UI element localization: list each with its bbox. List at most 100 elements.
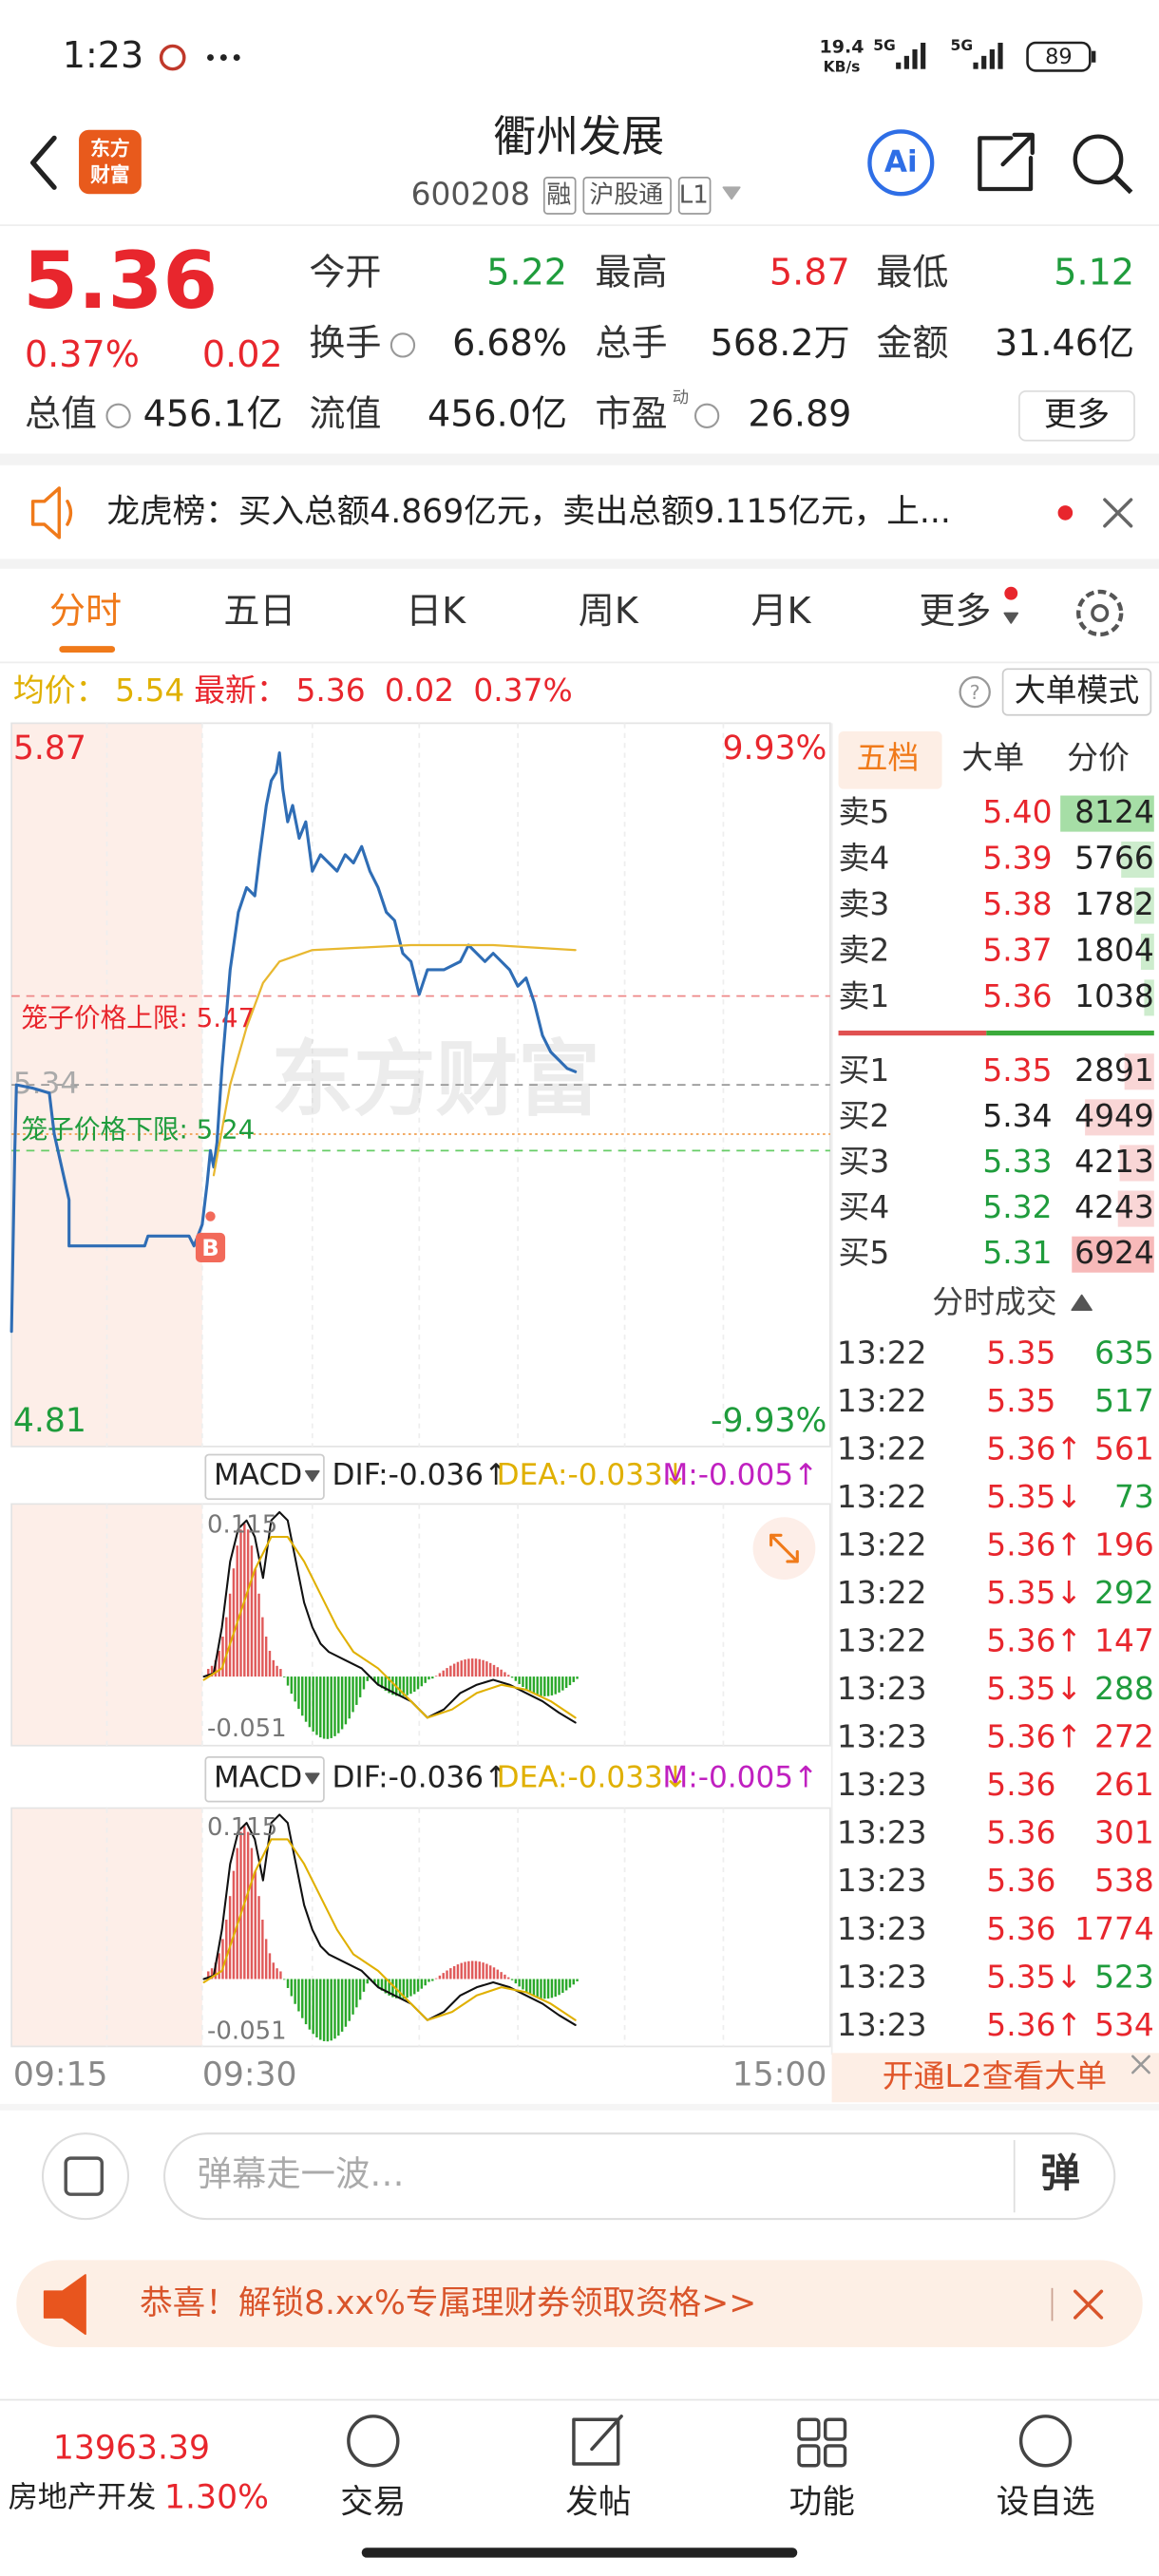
- macd-bar: [312, 1676, 314, 1732]
- ai-label[interactable]: Ai: [884, 144, 918, 179]
- comment-input-placeholder[interactable]: 弹幕走一波…: [198, 2153, 405, 2194]
- macd-bar: [340, 1979, 344, 2032]
- settings-button[interactable]: [1076, 589, 1124, 637]
- macd-bar: [532, 1676, 536, 1695]
- trade-volume: 272: [1094, 1718, 1154, 1755]
- macd-bar: [528, 1676, 532, 1693]
- macd-bar: [564, 1676, 568, 1689]
- macd-bar: [522, 1979, 524, 1990]
- chart-tab[interactable]: 五日: [223, 590, 295, 632]
- back-button[interactable]: [30, 135, 57, 190]
- orderbook-tab[interactable]: 五档: [857, 739, 920, 776]
- stat-note: 动: [673, 388, 689, 407]
- comment-settings[interactable]: [41, 2132, 130, 2221]
- macd-bar: [337, 1979, 340, 2036]
- trade-price: 5.36↑: [986, 1430, 1082, 1467]
- stat-label: 最高: [595, 251, 667, 293]
- volume-bar: [1060, 795, 1154, 832]
- macd-bar: [442, 1670, 445, 1677]
- macd-bar: [496, 1667, 500, 1677]
- macd-bar: [504, 1974, 506, 1979]
- macd-bar: [236, 1545, 238, 1677]
- more-button-label[interactable]: 更多: [1044, 396, 1110, 434]
- func-icon: [823, 2444, 847, 2468]
- macd-bar: [510, 1676, 514, 1678]
- macd-bar: [225, 1920, 228, 1979]
- promo-close[interactable]: [1074, 2289, 1104, 2320]
- trade-icon: [347, 2415, 400, 2468]
- macd-bar: [344, 1979, 348, 2027]
- macd-bar: [301, 1676, 304, 1716]
- macd-top: 0.115: [207, 1510, 277, 1539]
- macd-selector-label[interactable]: MACD: [214, 1458, 302, 1492]
- close-news[interactable]: [1103, 498, 1133, 528]
- share-button[interactable]: [978, 132, 1035, 192]
- ask-price: 5.39: [982, 840, 1052, 877]
- nav-item[interactable]: 发帖: [565, 2484, 631, 2522]
- macd-bar: [358, 1676, 362, 1697]
- index-value: 13963.39: [53, 2429, 210, 2467]
- macd-bar: [290, 1676, 294, 1695]
- macd-bar: [272, 1962, 275, 1979]
- ask-volume: 1804: [1074, 931, 1154, 968]
- tag-box: [582, 177, 672, 215]
- macd-bar: [550, 1676, 554, 1695]
- nav-item[interactable]: 功能: [789, 2484, 855, 2522]
- tab-active-bg: [838, 731, 942, 789]
- news-ticker[interactable]: 龙虎榜：买入总额4.869亿元，卖出总额9.115亿元，上...: [106, 493, 950, 531]
- orderbook-tab[interactable]: 分价: [1067, 739, 1130, 776]
- macd-bar: [391, 1676, 394, 1695]
- trade-time: 13:23: [837, 1766, 927, 1803]
- promo-banner: [16, 2260, 1143, 2348]
- macd-m: M:-0.005↑: [662, 1760, 818, 1794]
- nav-item[interactable]: 设自选: [997, 2484, 1095, 2522]
- macd-bar: [561, 1676, 564, 1691]
- macd-bar: [554, 1676, 557, 1695]
- chart-tab[interactable]: 分时: [49, 590, 122, 632]
- trade-volume: 261: [1094, 1766, 1154, 1803]
- dea-line: [202, 1838, 577, 2021]
- ask-price: 5.36: [982, 977, 1052, 1014]
- macd-bar: [449, 1665, 452, 1677]
- macd-bar: [391, 1979, 394, 1998]
- trades-title[interactable]: 分时成交: [932, 1283, 1056, 1320]
- change-pct: 0.37%: [25, 333, 140, 375]
- promo-text[interactable]: 恭喜！解锁8.xx%专属理财券领取资格>>: [140, 2284, 756, 2322]
- ai-button[interactable]: [867, 129, 935, 197]
- trade-time: 13:22: [837, 1478, 927, 1515]
- mode-button-label[interactable]: 大单模式: [1015, 672, 1139, 709]
- macd-dea: DEA:-0.033↓: [497, 1760, 688, 1794]
- macd-bar: [221, 1636, 224, 1677]
- search-button[interactable]: [1073, 134, 1124, 185]
- dot: [219, 54, 227, 62]
- macd-bar: [210, 1968, 214, 1979]
- nav-item[interactable]: 交易: [340, 2484, 406, 2522]
- chart-tab[interactable]: 更多: [919, 590, 991, 632]
- chart-tab[interactable]: 月K: [750, 590, 811, 632]
- l2-close[interactable]: [1131, 2055, 1150, 2074]
- ask-price: 5.40: [982, 793, 1052, 830]
- macd-bar: [257, 1896, 260, 1979]
- orderbook-tab[interactable]: 大单: [961, 739, 1024, 776]
- macd-bar: [232, 1568, 236, 1677]
- trade-price: 5.36↑: [986, 1526, 1082, 1563]
- macd-bar: [478, 1961, 481, 1979]
- more-button: [1018, 389, 1135, 442]
- danmaku-toggle[interactable]: 弹: [1040, 2150, 1080, 2196]
- chart-tab[interactable]: 日K: [406, 590, 466, 632]
- macd-bar: [576, 1676, 579, 1679]
- macd-bar: [319, 1676, 322, 1738]
- dot: [233, 54, 240, 62]
- volume-bar: [1085, 1099, 1154, 1136]
- ask-label: 卖2: [839, 931, 890, 968]
- trade-volume: 147: [1094, 1622, 1154, 1659]
- bid-volume: 6924: [1074, 1234, 1154, 1271]
- trade-time: 13:23: [837, 1718, 927, 1755]
- trade-volume: 288: [1094, 1670, 1154, 1707]
- macd-bar: [420, 1676, 424, 1687]
- chart-tab[interactable]: 周K: [579, 590, 639, 632]
- l2-upgrade[interactable]: 开通L2查看大单: [883, 2057, 1107, 2094]
- macd-bar: [431, 1676, 434, 1679]
- macd-bar: [546, 1979, 550, 1999]
- macd-selector-label[interactable]: MACD: [214, 1760, 302, 1794]
